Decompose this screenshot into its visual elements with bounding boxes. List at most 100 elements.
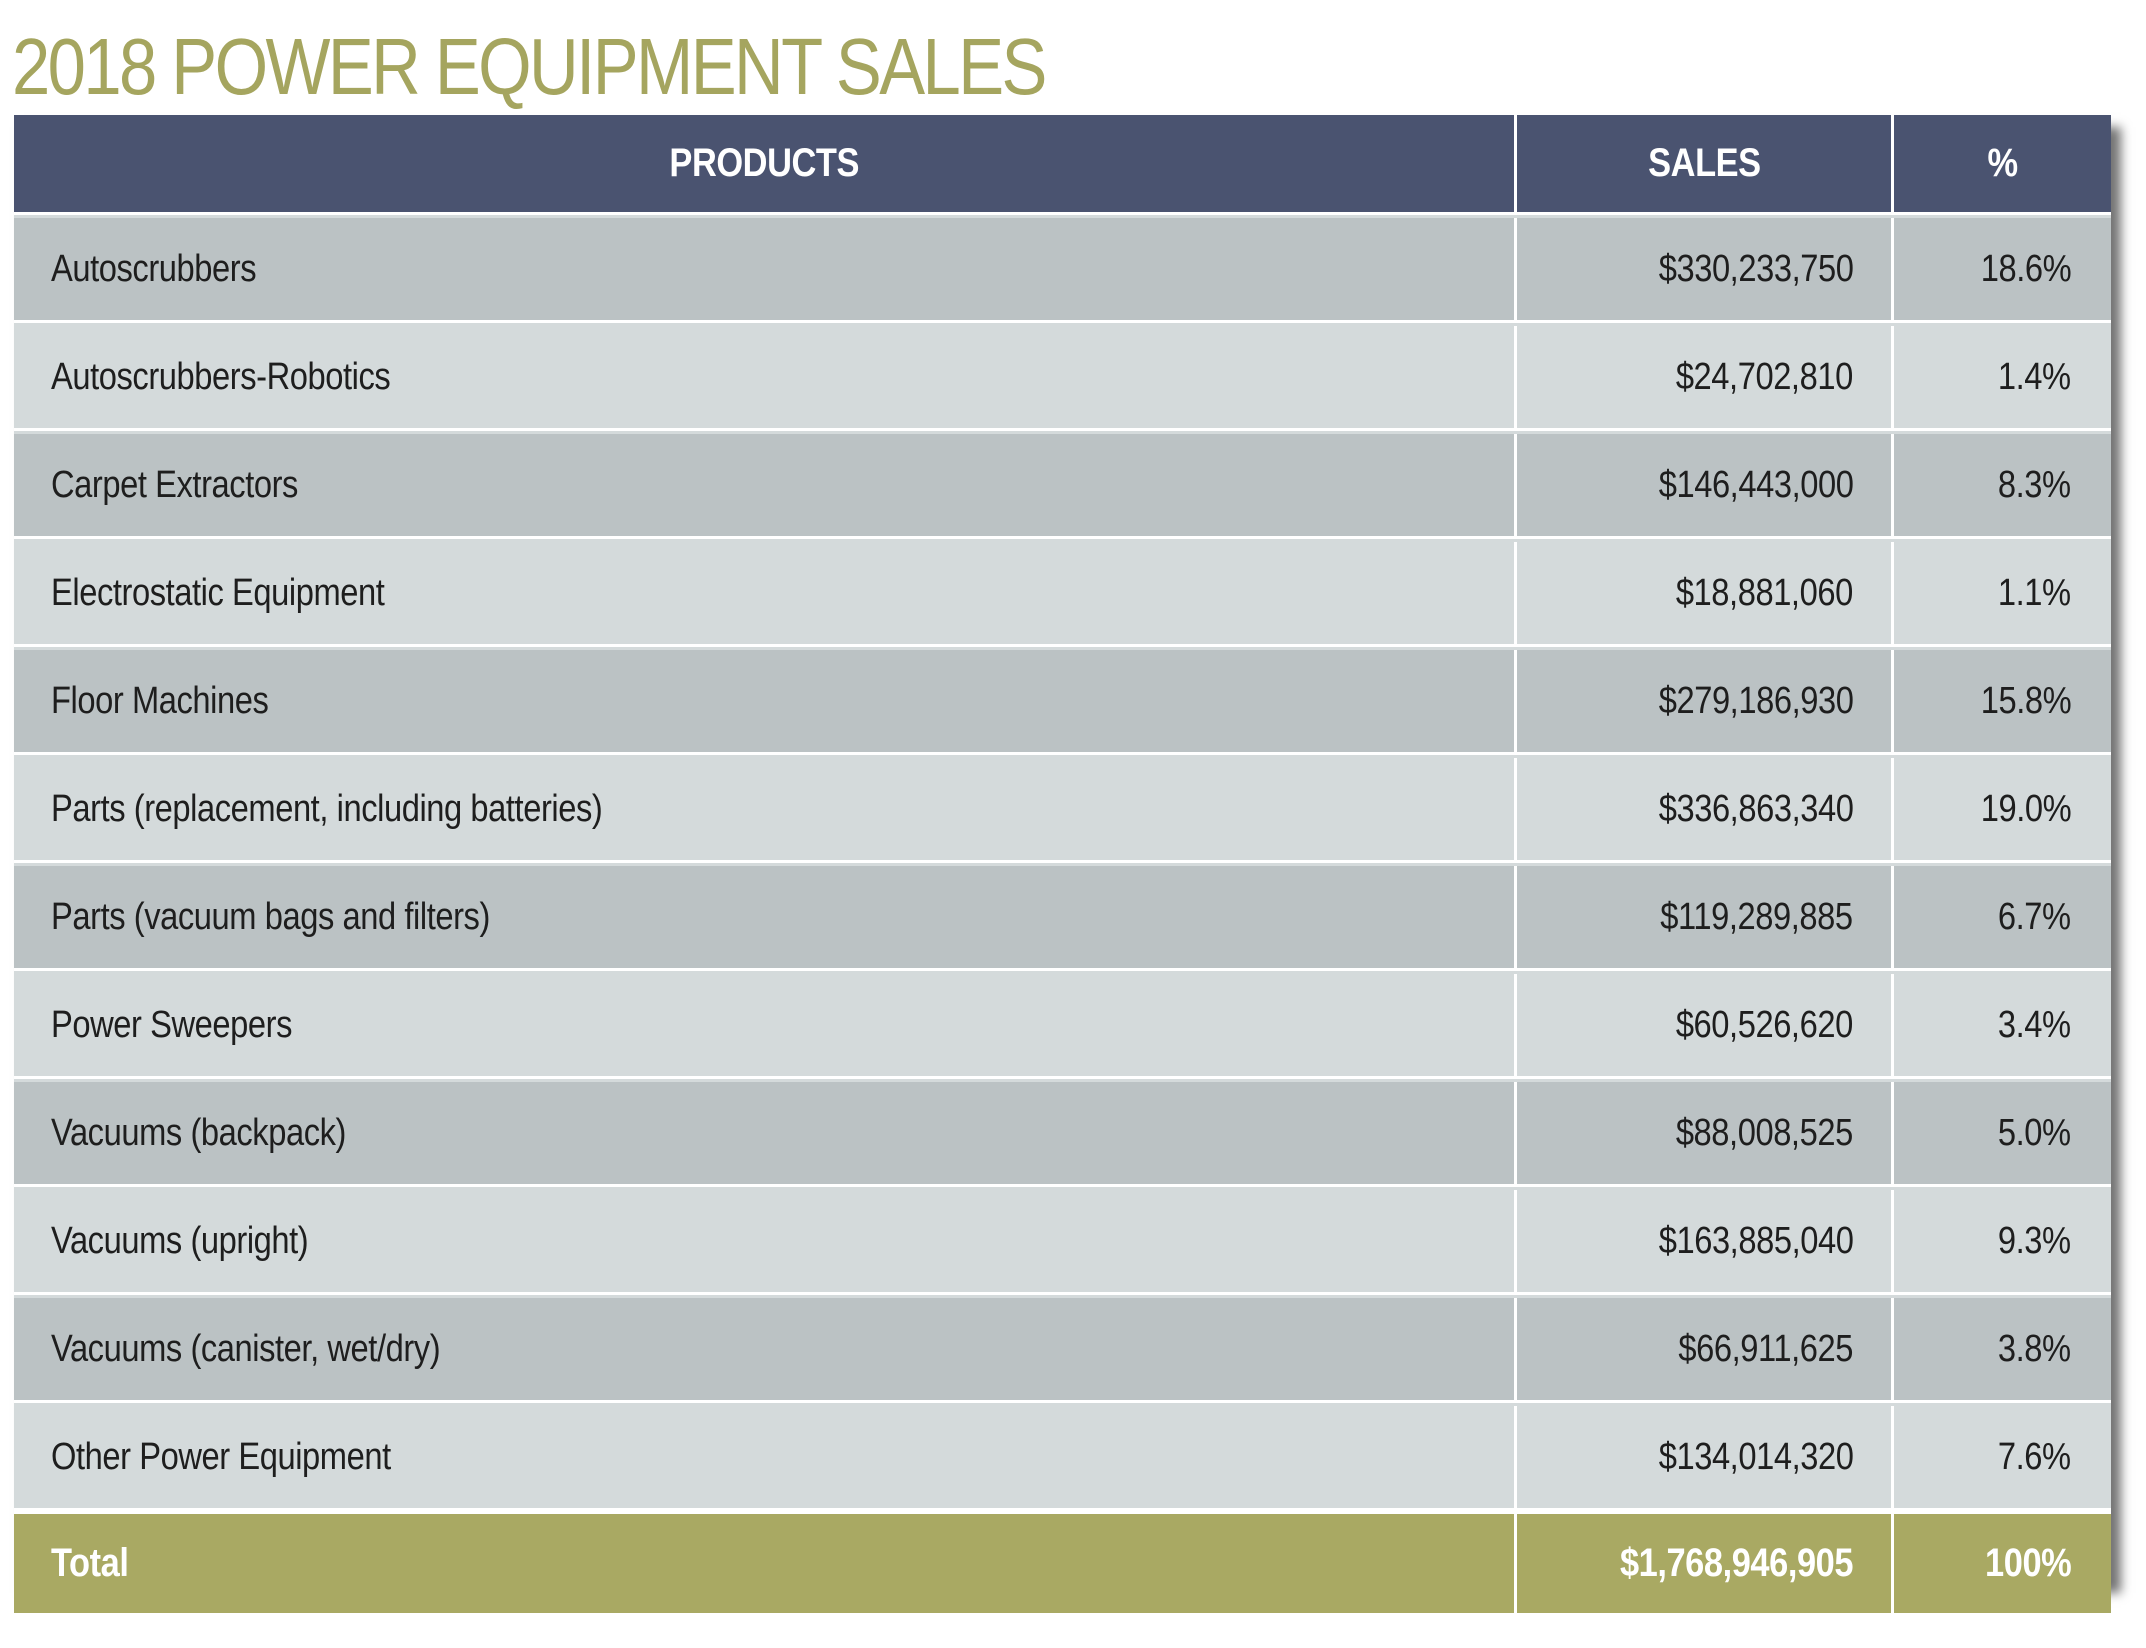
- sales-cell-text: $88,008,525: [1675, 1111, 1853, 1154]
- sales-cell-text: $279,186,930: [1658, 679, 1853, 722]
- total-label-cell: Total: [14, 1514, 1517, 1613]
- header-percent: %: [1894, 115, 2111, 212]
- percent-cell-text: 3.4%: [1998, 1003, 2071, 1046]
- total-label: Total: [51, 1541, 129, 1585]
- sales-cell: $60,526,620: [1517, 974, 1894, 1076]
- sales-cell: $88,008,525: [1517, 1082, 1894, 1184]
- header-products: PRODUCTS: [14, 115, 1517, 212]
- percent-cell: 9.3%: [1894, 1190, 2111, 1292]
- percent-cell: 1.4%: [1894, 326, 2111, 428]
- table-row: Vacuums (backpack) $88,008,525 5.0%: [14, 1082, 2111, 1187]
- table-row: Power Sweepers $60,526,620 3.4%: [14, 974, 2111, 1079]
- sales-cell-text: $60,526,620: [1675, 1003, 1853, 1046]
- percent-cell: 7.6%: [1894, 1406, 2111, 1508]
- product-cell: Vacuums (canister, wet/dry): [14, 1298, 1517, 1400]
- product-cell-text: Parts (replacement, including batteries): [51, 787, 603, 830]
- percent-cell: 5.0%: [1894, 1082, 2111, 1184]
- product-cell: Electrostatic Equipment: [14, 542, 1517, 644]
- product-cell: Parts (vacuum bags and filters): [14, 866, 1517, 968]
- sales-cell-text: $66,911,625: [1678, 1327, 1853, 1370]
- product-cell: Power Sweepers: [14, 974, 1517, 1076]
- sales-cell-text: $24,702,810: [1675, 355, 1853, 398]
- product-cell-text: Vacuums (upright): [51, 1219, 309, 1262]
- percent-cell: 8.3%: [1894, 434, 2111, 536]
- table-row: Parts (vacuum bags and filters) $119,289,…: [14, 866, 2111, 971]
- sales-cell: $18,881,060: [1517, 542, 1894, 644]
- sales-cell: $330,233,750: [1517, 218, 1894, 320]
- sales-cell: $279,186,930: [1517, 650, 1894, 752]
- product-cell-text: Electrostatic Equipment: [51, 571, 385, 614]
- sales-cell-text: $18,881,060: [1675, 571, 1853, 614]
- table-row: Vacuums (canister, wet/dry) $66,911,625 3.…: [14, 1298, 2111, 1403]
- percent-cell: 1.1%: [1894, 542, 2111, 644]
- sales-cell: $336,863,340: [1517, 758, 1894, 860]
- percent-cell-text: 7.6%: [1998, 1435, 2071, 1478]
- product-cell-text: Carpet Extractors: [51, 463, 298, 506]
- product-cell-text: Floor Machines: [51, 679, 269, 722]
- percent-cell-text: 6.7%: [1998, 895, 2071, 938]
- percent-cell: 3.8%: [1894, 1298, 2111, 1400]
- header-percent-label: %: [1987, 141, 2018, 185]
- percent-cell-text: 1.1%: [1998, 571, 2071, 614]
- table-row: Parts (replacement, including batteries)…: [14, 758, 2111, 863]
- table-header-row: PRODUCTS SALES %: [14, 115, 2111, 215]
- sales-table: PRODUCTS SALES % Autoscrubbers $330,233,7…: [14, 115, 2111, 1613]
- product-cell-text: Autoscrubbers: [51, 247, 257, 290]
- table-title: 2018 POWER EQUIPMENT SALES: [12, 22, 1047, 111]
- product-cell: Floor Machines: [14, 650, 1517, 752]
- sales-cell: $163,885,040: [1517, 1190, 1894, 1292]
- product-cell: Carpet Extractors: [14, 434, 1517, 536]
- table-row: Autoscrubbers $330,233,750 18.6%: [14, 218, 2111, 323]
- product-cell: Autoscrubbers: [14, 218, 1517, 320]
- table-total-row: Total $1,768,946,905 100%: [14, 1511, 2111, 1613]
- percent-cell: 6.7%: [1894, 866, 2111, 968]
- header-products-label: PRODUCTS: [669, 141, 859, 185]
- percent-cell: 19.0%: [1894, 758, 2111, 860]
- product-cell-text: Vacuums (canister, wet/dry): [51, 1327, 441, 1370]
- product-cell: Parts (replacement, including batteries): [14, 758, 1517, 860]
- sales-cell-text: $163,885,040: [1658, 1219, 1853, 1262]
- product-cell-text: Autoscrubbers-Robotics: [51, 355, 391, 398]
- product-cell: Vacuums (upright): [14, 1190, 1517, 1292]
- sales-cell: $24,702,810: [1517, 326, 1894, 428]
- sales-cell-text: $336,863,340: [1658, 787, 1853, 830]
- total-sales-cell: $1,768,946,905: [1517, 1514, 1894, 1613]
- sales-cell-text: $330,233,750: [1658, 247, 1853, 290]
- percent-cell-text: 5.0%: [1998, 1111, 2071, 1154]
- percent-cell: 18.6%: [1894, 218, 2111, 320]
- table-row: Autoscrubbers-Robotics $24,702,810 1.4%: [14, 326, 2111, 431]
- product-cell-text: Parts (vacuum bags and filters): [51, 895, 490, 938]
- sales-cell-text: $146,443,000: [1658, 463, 1853, 506]
- sales-cell: $119,289,885: [1517, 866, 1894, 968]
- table-row: Vacuums (upright) $163,885,040 9.3%: [14, 1190, 2111, 1295]
- percent-cell-text: 19.0%: [1980, 787, 2071, 830]
- percent-cell-text: 15.8%: [1980, 679, 2071, 722]
- total-percent: 100%: [1984, 1541, 2072, 1585]
- sales-cell-text: $119,289,885: [1660, 895, 1854, 938]
- percent-cell: 15.8%: [1894, 650, 2111, 752]
- percent-cell-text: 3.8%: [1998, 1327, 2071, 1370]
- percent-cell-text: 18.6%: [1980, 247, 2071, 290]
- sales-cell-text: $134,014,320: [1658, 1435, 1853, 1478]
- percent-cell-text: 9.3%: [1998, 1219, 2071, 1262]
- total-percent-cell: 100%: [1894, 1514, 2111, 1613]
- table-row: Carpet Extractors $146,443,000 8.3%: [14, 434, 2111, 539]
- table-row: Floor Machines $279,186,930 15.8%: [14, 650, 2111, 755]
- total-sales: $1,768,946,905: [1619, 1541, 1854, 1585]
- header-sales-label: SALES: [1647, 141, 1761, 185]
- product-cell: Autoscrubbers-Robotics: [14, 326, 1517, 428]
- percent-cell: 3.4%: [1894, 974, 2111, 1076]
- percent-cell-text: 1.4%: [1998, 355, 2071, 398]
- table-row: Electrostatic Equipment $18,881,060 1.1%: [14, 542, 2111, 647]
- product-cell: Other Power Equipment: [14, 1406, 1517, 1508]
- product-cell-text: Power Sweepers: [51, 1003, 293, 1046]
- sales-cell: $146,443,000: [1517, 434, 1894, 536]
- sales-cell: $134,014,320: [1517, 1406, 1894, 1508]
- product-cell: Vacuums (backpack): [14, 1082, 1517, 1184]
- percent-cell-text: 8.3%: [1998, 463, 2071, 506]
- sales-cell: $66,911,625: [1517, 1298, 1894, 1400]
- header-sales: SALES: [1517, 115, 1894, 212]
- product-cell-text: Other Power Equipment: [51, 1435, 391, 1478]
- table-row: Other Power Equipment $134,014,320 7.6%: [14, 1406, 2111, 1511]
- product-cell-text: Vacuums (backpack): [51, 1111, 346, 1154]
